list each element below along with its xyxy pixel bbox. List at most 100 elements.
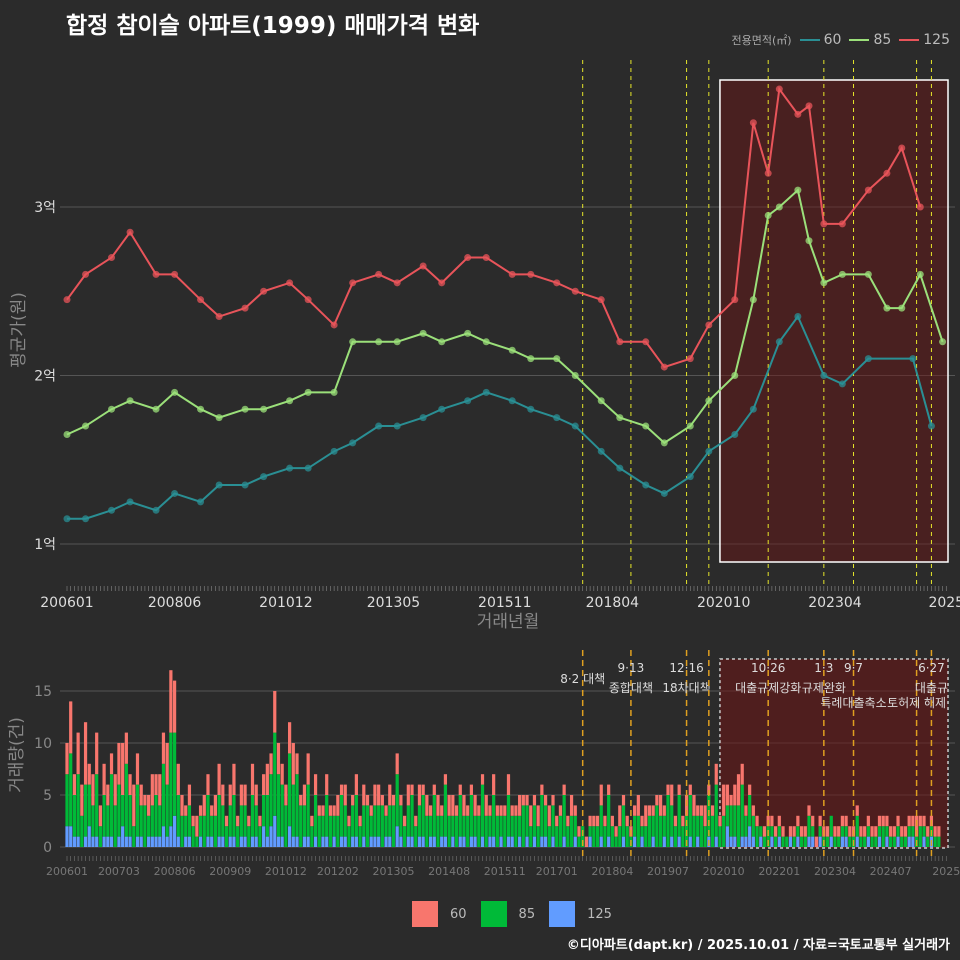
- bar-85: [558, 815, 563, 847]
- bar-85: [458, 795, 462, 837]
- data-point-60: [794, 313, 802, 321]
- bar-60: [454, 805, 459, 816]
- bar-60: [874, 826, 878, 837]
- bar-125: [217, 836, 221, 847]
- data-point-125: [805, 102, 813, 110]
- bar-85: [492, 795, 496, 837]
- bar-85: [184, 815, 188, 837]
- bar-60: [295, 753, 299, 775]
- bar-85: [161, 763, 166, 827]
- bar-60: [280, 763, 284, 785]
- bar-125: [525, 836, 529, 847]
- bar-85: [417, 805, 422, 837]
- bar-60: [621, 795, 626, 806]
- data-point-60: [349, 439, 357, 447]
- bar-85: [725, 805, 729, 827]
- bar-60: [299, 795, 303, 806]
- data-point-125: [775, 85, 783, 93]
- bar-125: [818, 836, 822, 847]
- bar-85: [855, 815, 859, 837]
- bar-60: [250, 763, 255, 795]
- data-point-85: [916, 270, 924, 278]
- data-point-85: [705, 397, 713, 405]
- bar-85: [102, 795, 106, 837]
- bar-125: [443, 836, 448, 847]
- bar-125: [165, 836, 169, 847]
- data-point-60: [571, 422, 579, 430]
- bar-85: [284, 805, 288, 847]
- bar-60: [377, 784, 381, 806]
- bar-60: [351, 795, 355, 806]
- bar-60: [72, 774, 77, 795]
- bar-85: [395, 774, 399, 827]
- data-point-125: [349, 279, 357, 287]
- y-tick-label: 3억: [34, 200, 56, 216]
- bar-85: [143, 805, 147, 847]
- bar-60: [276, 743, 281, 775]
- bar-125: [384, 836, 388, 847]
- bar-125: [302, 836, 307, 847]
- y-tick-label: 5: [43, 788, 52, 804]
- bar-60: [288, 722, 292, 754]
- x-tick-label: 202010: [697, 595, 750, 611]
- bar-125: [729, 836, 733, 847]
- bar-125: [811, 836, 815, 847]
- legend-item-60: 60: [799, 32, 841, 48]
- bar-125: [172, 815, 177, 847]
- bar-85: [647, 815, 652, 847]
- bar-125: [102, 836, 106, 847]
- bar-125: [135, 836, 140, 847]
- bar-85: [659, 815, 663, 847]
- bar-125: [351, 836, 355, 847]
- bar-60: [577, 826, 581, 837]
- data-point-125: [527, 270, 535, 278]
- data-point-60: [438, 405, 446, 413]
- bar-85: [169, 732, 173, 827]
- event-date: 6·27: [918, 661, 945, 675]
- bar-85: [83, 784, 88, 837]
- bar-85: [113, 805, 117, 847]
- bar-60: [124, 732, 128, 764]
- data-point-85: [939, 338, 947, 346]
- bar-85: [510, 815, 514, 837]
- x-tick-label: 202304: [814, 865, 856, 878]
- bar-85: [466, 815, 470, 847]
- x-tick-label: 201511: [484, 865, 526, 878]
- bar-85: [703, 826, 707, 847]
- bar-60: [710, 805, 715, 816]
- bar-60: [161, 732, 166, 764]
- bar-85: [106, 805, 110, 837]
- bar-60: [837, 826, 841, 837]
- bar-60: [670, 784, 674, 806]
- data-point-125: [152, 270, 160, 278]
- data-point-60: [304, 464, 312, 472]
- bar-60: [462, 795, 466, 816]
- bar-60: [603, 815, 607, 827]
- bar-60: [128, 774, 132, 795]
- bar-85: [206, 795, 210, 837]
- bar-85: [462, 815, 466, 837]
- bar-125: [410, 836, 414, 847]
- data-point-125: [126, 228, 134, 236]
- bar-60: [492, 774, 496, 795]
- bar-85: [477, 815, 481, 847]
- x-tick-label: 201305: [367, 595, 420, 611]
- bar-85: [328, 815, 333, 847]
- bar-60: [447, 795, 451, 816]
- bar-85: [555, 826, 559, 847]
- data-point-60: [553, 414, 561, 422]
- bar-85: [132, 826, 136, 847]
- data-point-125: [642, 338, 650, 346]
- bar-125: [599, 836, 603, 847]
- y-tick-label: 10: [34, 736, 52, 752]
- bar-85: [202, 815, 206, 847]
- bar-60: [98, 805, 102, 827]
- bar-60: [625, 815, 629, 827]
- bar-60: [748, 784, 752, 795]
- bar-85: [210, 815, 214, 837]
- bar-85: [614, 836, 618, 847]
- bar-60: [885, 815, 889, 827]
- bar-125: [551, 836, 555, 847]
- bar-60: [436, 795, 440, 816]
- bar-85: [488, 815, 492, 837]
